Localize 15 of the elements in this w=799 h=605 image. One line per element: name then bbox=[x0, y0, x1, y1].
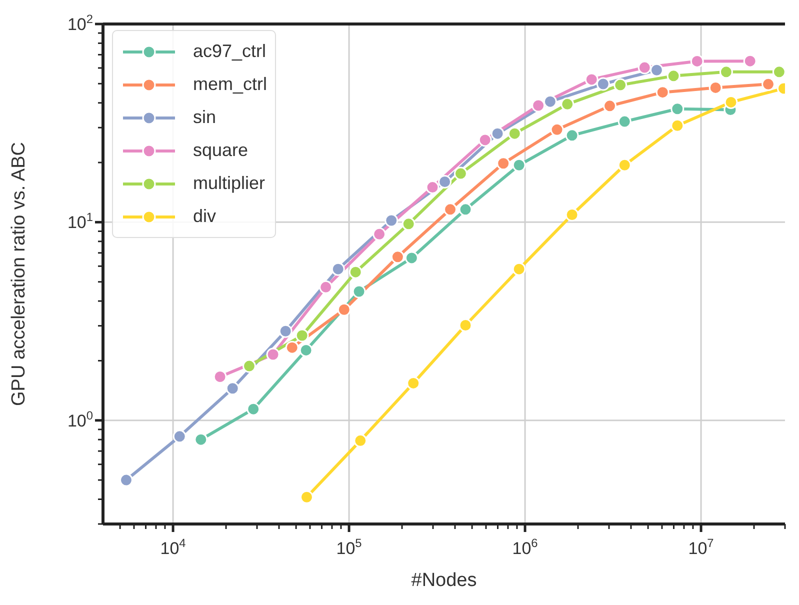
y-tick-label: 10$^{0}$ bbox=[67, 408, 94, 430]
y-tick-label: 10$^{1}$ bbox=[67, 210, 94, 232]
x-tick-label: 10$^{6}$ bbox=[512, 536, 538, 558]
legend-label: square bbox=[193, 140, 248, 161]
legend-label: ac97_ctrl bbox=[193, 41, 266, 62]
x-tick-label: 10$^{7}$ bbox=[688, 536, 714, 558]
legend-label: sin bbox=[193, 107, 216, 128]
legend-label: multiplier bbox=[193, 173, 266, 194]
y-axis-title: GPU acceleration ratio vs. ABC bbox=[8, 142, 30, 406]
legend-label: div bbox=[193, 206, 216, 227]
legend-label: mem_ctrl bbox=[193, 74, 268, 95]
x-axis-title: #Nodes bbox=[411, 570, 477, 591]
x-tick-label: 10$^{4}$ bbox=[160, 536, 186, 558]
y-tick-label: 10$^{2}$ bbox=[67, 12, 94, 34]
x-tick-label: 10$^{5}$ bbox=[336, 536, 362, 558]
